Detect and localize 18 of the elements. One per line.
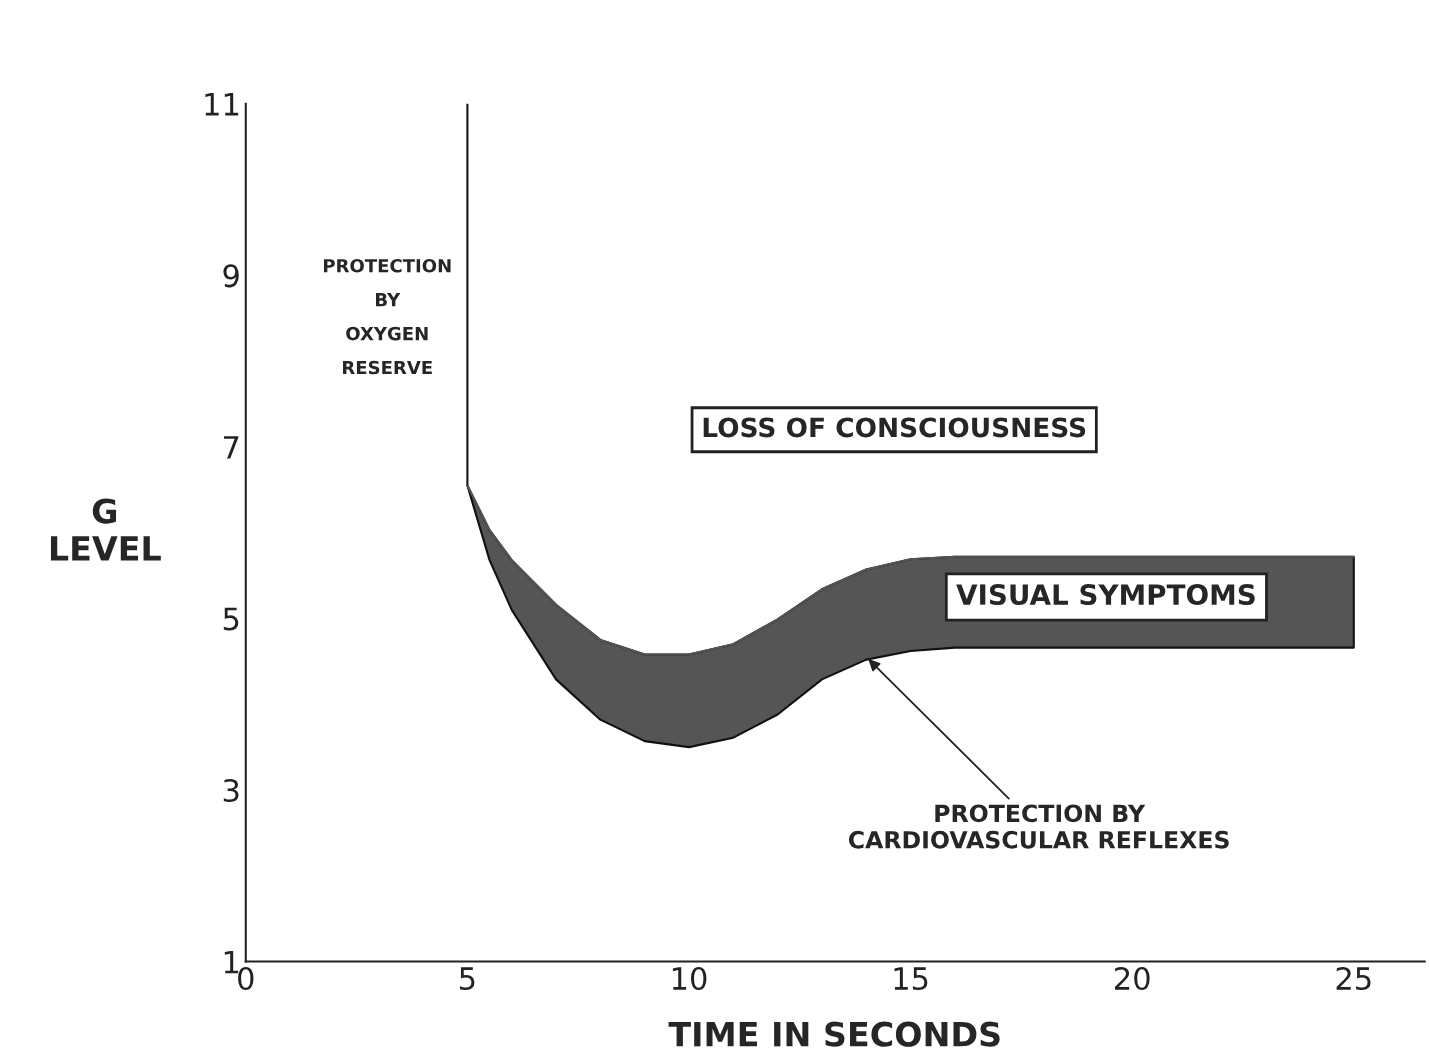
x-tick-label: 15 [894,967,928,991]
annotation: PROTECTION BY OXYGEN RESERVE [323,258,451,375]
y-tick-label: 11 [205,93,239,116]
annotation: LOSS OF CONSCIOUSNESS [703,417,1086,438]
x-tick-label: 0 [238,966,254,991]
y-axis-title: G LEVEL [50,498,161,561]
x-tick-label: 10 [672,966,707,991]
y-tick-label: 1 [224,950,239,974]
y-tick-label: 9 [223,264,239,288]
annotation: PROTECTION BY CARDIOVASCULAR REFLEXES [848,804,1229,849]
annotation: VISUAL SYMPTOMS [956,584,1255,606]
x-tick-label: 20 [1115,966,1150,991]
x-tick-label: 25 [1336,966,1371,991]
x-axis-title: TIME IN SECONDS [668,1021,1000,1047]
y-tick-label: 7 [223,436,239,459]
x-tick-label: 5 [460,967,475,991]
y-tick-label: 3 [223,778,239,803]
y-tick-label: 5 [223,607,239,631]
